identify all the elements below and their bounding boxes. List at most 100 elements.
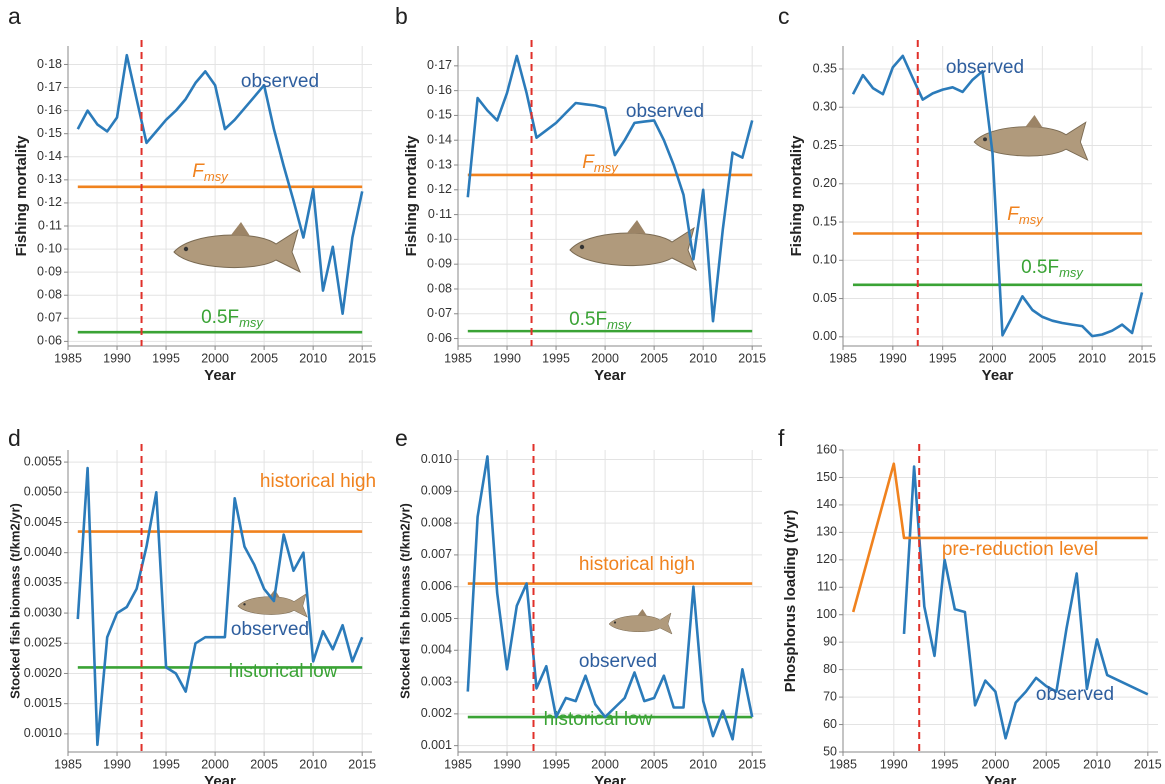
series-label: pre-reduction level [942,539,1098,560]
panel-letter: f [778,425,785,451]
y-tick-label: 0·14 [37,149,62,163]
y-tick-label: 0.007 [421,547,452,561]
reference-label: 0.5Fmsy [569,309,632,332]
fish-fin [627,220,646,234]
x-tick-label: 2010 [1083,757,1111,771]
x-tick-label: 2000 [201,351,229,365]
fish-illustration [569,220,697,272]
x-tick-label: 2015 [1134,757,1162,771]
y-tick-label: 50 [823,744,837,758]
reference-label-subscript: msy [204,169,229,184]
fish-body [237,593,308,618]
fish-body [173,228,301,274]
x-tick-label: 1990 [879,351,907,365]
y-tick-label: 0.0045 [24,515,62,529]
y-tick-label: 0·08 [427,281,452,295]
data-line [851,54,1144,338]
y-tick-label: 0·06 [427,331,452,345]
y-tick-label: 0.0015 [24,696,62,710]
x-tick-label: 1990 [493,351,521,365]
fish-fin [231,222,250,236]
fish-eye [183,246,189,252]
reference-label-text: historical high [260,471,376,492]
x-tick-label: 2000 [591,351,619,365]
y-tick-label: 0·08 [37,288,62,302]
y-tick-label: 0·17 [37,80,62,94]
fish-eye [983,137,987,142]
y-tick-label: 0·12 [427,182,452,196]
x-tick-label: 1995 [152,757,180,771]
fish-fin [637,609,647,616]
x-axis-title: Year [204,773,236,784]
panel: c 0.00 0.05 0.10 0.15 0.20 0.25 0.30 0.35 1985 199… [778,3,1156,384]
y-tick-label: 0.0050 [24,485,62,499]
y-tick-label: 0.10 [813,253,837,267]
x-tick-label: 1985 [444,351,472,365]
y-tick-label: 120 [816,552,837,566]
y-tick-label: 130 [816,525,837,539]
x-tick-label: 2005 [250,351,278,365]
panel-letter: c [778,3,790,29]
reference-label-subscript: msy [1059,265,1084,280]
fish-fin [1025,115,1043,128]
x-tick-label: 1995 [542,351,570,365]
y-tick-label: 0.0010 [24,726,62,740]
reference-label-text: historical low [229,661,338,682]
fish-illustration [973,115,1089,161]
y-tick-label: 0·11 [38,218,62,232]
x-tick-label: 2005 [1032,757,1060,771]
x-tick-label: 2000 [201,757,229,771]
fish-body [569,226,697,272]
reference-label-text: 0.5F [201,307,239,328]
y-tick-label: 0·10 [37,241,62,255]
x-tick-label: 2000 [591,757,619,771]
y-tick-label: 110 [817,580,837,594]
reference-label-subscript: msy [239,315,264,330]
y-tick-label: 0.0025 [24,636,62,650]
y-tick-label: 0.0055 [24,454,62,468]
y-tick-label: 0.002 [421,706,452,720]
series-label: observed [946,57,1024,78]
reference-label-text: F [582,152,595,173]
data-line [466,455,754,741]
y-tick-label: 0.35 [813,61,837,75]
y-tick-label: 0.15 [813,214,837,228]
data-line [851,462,1148,613]
reference-label-text: historical high [579,554,695,575]
data-line [76,466,364,747]
fish-illustration [608,609,673,635]
x-axis-title: Year [985,773,1017,784]
reference-label-text: 0.5F [1021,257,1059,278]
reference-label: historical high [579,554,695,575]
series-label: observed [579,651,657,672]
fish-illustration [173,222,301,274]
x-tick-label: 1985 [54,351,82,365]
panel: b 0·06 0·07 0·08 0·09 0·10 0·11 0·12 0·13 0·14 0·1… [395,3,766,384]
reference-label: Fmsy [192,161,229,184]
x-tick-label: 1990 [103,351,131,365]
data-line [76,53,364,315]
y-tick-label: 0.05 [813,291,837,305]
x-tick-label: 1990 [493,757,521,771]
panel-letter: a [8,3,21,29]
y-tick-label: 0·17 [427,58,452,72]
y-tick-label: 0.005 [421,611,452,625]
fish-eye [579,244,585,250]
series-label: observed [626,101,704,122]
data-line [466,54,754,323]
x-tick-label: 2015 [1128,351,1156,365]
x-tick-label: 1995 [931,757,959,771]
x-tick-label: 2010 [1078,351,1106,365]
y-tick-label: 0·16 [427,83,452,97]
reference-label-text: 0.5F [569,309,607,330]
reference-label-text: F [1007,204,1020,225]
reference-label-subscript: msy [1019,212,1044,227]
fish-illustration [237,589,308,618]
reference-label: 0.5Fmsy [201,307,264,330]
y-tick-label: 0.30 [813,100,837,114]
x-axis-title: Year [594,367,626,384]
y-tick-label: 0·14 [427,133,452,147]
x-axis-title: Year [982,367,1014,384]
y-tick-label: 0·11 [428,207,452,221]
data-line [902,465,1149,740]
